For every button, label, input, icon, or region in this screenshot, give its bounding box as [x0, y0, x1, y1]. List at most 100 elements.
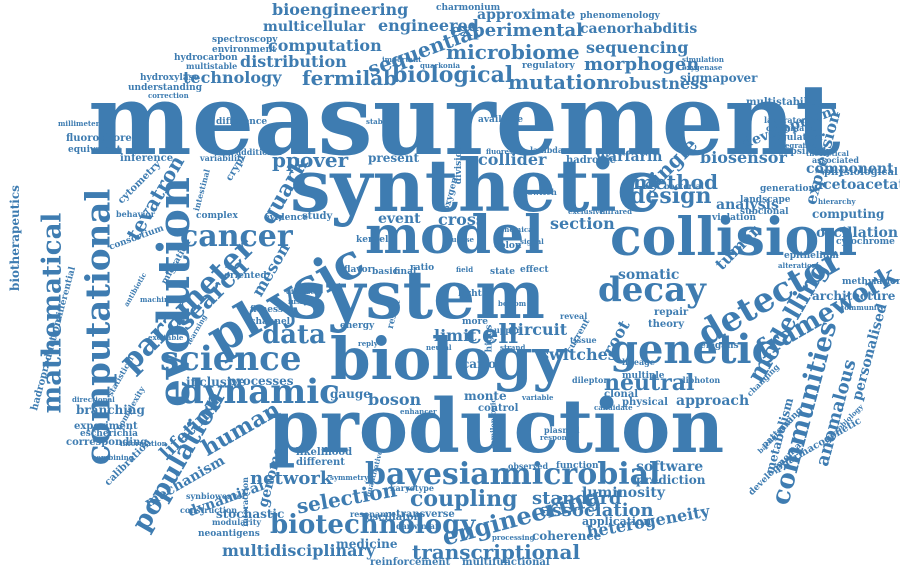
word: lineage — [622, 357, 655, 367]
word: candidate — [594, 403, 633, 412]
word: present — [368, 151, 420, 165]
word: prediction — [636, 473, 706, 487]
word: associated — [812, 155, 859, 165]
word: experimental — [450, 20, 583, 41]
word: computation — [268, 36, 382, 55]
word: elegans — [700, 341, 739, 351]
word: science — [160, 339, 302, 379]
word: physiological — [824, 167, 898, 178]
word: function — [556, 461, 599, 471]
word: multidisciplinary — [222, 541, 376, 560]
word: behavior — [116, 209, 155, 219]
word: diphoton — [680, 375, 721, 385]
word: reinforcement — [370, 557, 451, 568]
word: biotherapeutics — [7, 185, 22, 291]
word: regulatory — [522, 61, 575, 71]
word: environment — [212, 45, 277, 55]
word: glucose — [444, 235, 474, 244]
word: standard — [532, 488, 622, 509]
word: switch — [528, 187, 557, 197]
word: exclusive — [568, 207, 604, 216]
word: available — [478, 115, 523, 125]
word: theoretical — [806, 149, 849, 158]
word: quarkonia — [420, 61, 461, 70]
word: ppover — [272, 148, 349, 172]
word: karyotype — [390, 483, 434, 493]
word: variable — [522, 393, 554, 402]
word: community — [840, 303, 884, 312]
word: gauge — [330, 387, 371, 401]
word: subclonal — [740, 207, 789, 217]
word: difference — [216, 117, 268, 127]
word: event — [378, 211, 421, 227]
word: study — [302, 211, 333, 222]
word: hydroxylase — [140, 73, 200, 83]
word: biotechnology — [270, 510, 476, 540]
word: oxygenase — [682, 63, 723, 72]
word: multistable — [186, 61, 238, 71]
word: boson — [368, 390, 422, 409]
word: millimeter — [58, 119, 100, 128]
word: multiple — [622, 371, 665, 381]
word: integrative — [774, 141, 817, 150]
word: basic — [372, 267, 399, 277]
word: data — [262, 320, 326, 350]
word: resonance — [350, 509, 396, 519]
word: stability — [366, 117, 398, 126]
word: dynamic — [180, 372, 340, 412]
word: likelihood — [296, 447, 353, 458]
word: interaction — [239, 477, 250, 527]
word: upper — [494, 325, 521, 335]
word: inference — [120, 153, 174, 164]
word: evidence — [264, 213, 309, 223]
word: enhancer — [400, 407, 437, 416]
word: monte — [464, 389, 507, 403]
word: cytochrome — [836, 237, 895, 247]
word: microbial — [500, 457, 661, 492]
word: experiment — [74, 421, 138, 432]
word: limit — [434, 326, 477, 345]
word: more — [462, 317, 488, 327]
word: kernel — [356, 235, 389, 245]
word: response — [540, 433, 576, 442]
word: design — [630, 183, 712, 209]
word: component — [806, 161, 894, 177]
word: bioengineering — [272, 0, 409, 19]
word: fluorescence — [486, 147, 536, 156]
word: control — [478, 403, 519, 414]
word: flavor — [344, 265, 373, 275]
word: theory — [648, 319, 685, 330]
word: network — [250, 468, 333, 489]
word: correction — [148, 91, 189, 100]
word: important — [382, 55, 422, 64]
word: strand — [500, 343, 526, 352]
word: plasmid — [544, 425, 580, 435]
word: engineered — [378, 16, 479, 35]
word: synthetic — [290, 143, 661, 228]
word: landscape — [740, 195, 791, 205]
word: approach — [676, 393, 750, 409]
word: inclusive — [186, 375, 246, 389]
word: alteration — [778, 261, 817, 270]
word: section — [550, 214, 615, 233]
word: state — [490, 267, 515, 277]
word: acetoacetate — [814, 177, 900, 193]
word: clonal — [604, 389, 639, 400]
word: coherence — [532, 529, 602, 543]
word: biology — [330, 325, 567, 393]
word: technology — [183, 68, 282, 87]
word: application — [582, 515, 652, 528]
word: neural — [426, 343, 452, 352]
word: fitness — [250, 305, 284, 315]
word: excitable — [148, 333, 184, 342]
word: approximate — [477, 7, 576, 23]
word: bacterial — [664, 181, 704, 191]
word: modularity — [212, 517, 262, 527]
word: violation — [712, 213, 757, 223]
word: hierarchy — [818, 197, 856, 206]
word: fusion — [288, 297, 313, 306]
word: spectroscopy — [212, 35, 278, 45]
word: processes — [228, 374, 294, 388]
word: multicellular — [263, 19, 366, 35]
word: biosensor — [700, 148, 787, 167]
